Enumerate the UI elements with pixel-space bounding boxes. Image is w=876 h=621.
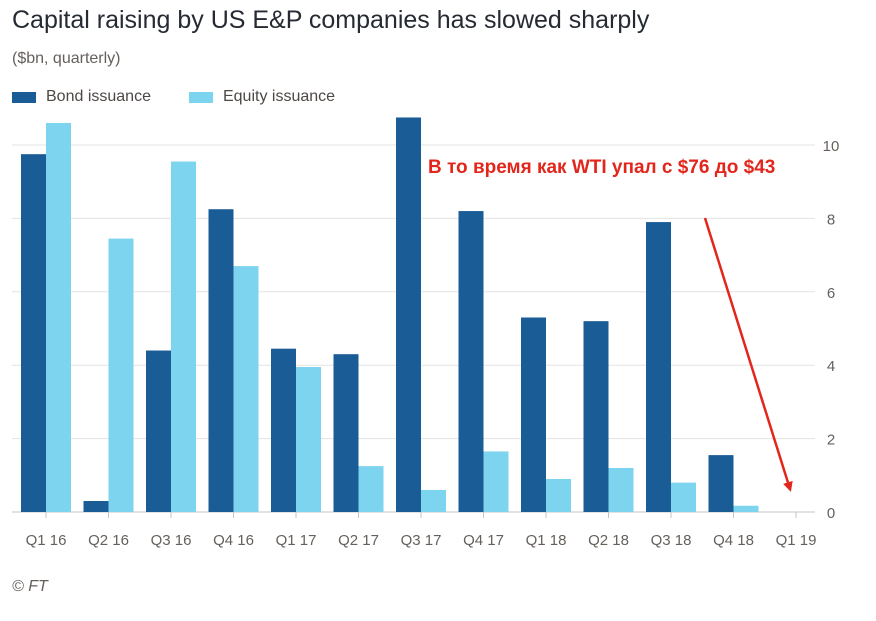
chart-subtitle: ($bn, quarterly) [12, 50, 121, 67]
bond-bar [83, 500, 109, 512]
equity-bar [608, 467, 634, 512]
y-tick-label: 0 [827, 505, 835, 522]
equity-bar [421, 489, 446, 512]
x-tick-label: Q1 17 [276, 532, 317, 549]
equity-bar [483, 451, 509, 512]
bond-bar [146, 350, 171, 512]
chart-title: Capital raising by US E&P companies has … [12, 6, 650, 34]
x-tick-label: Q4 17 [463, 532, 504, 549]
bond-bar [708, 455, 734, 512]
source-credit: © FT [12, 578, 48, 595]
equity-bar [671, 482, 696, 512]
y-tick-label: 2 [827, 432, 835, 449]
bond-bar [458, 211, 484, 512]
x-tick-label: Q1 18 [526, 532, 567, 549]
equity-bar [108, 238, 134, 512]
bond-bar [208, 209, 234, 512]
x-tick-label: Q1 16 [26, 532, 67, 549]
legend-item-equity: Equity issuance [188, 88, 336, 106]
y-tick-label: 4 [827, 358, 835, 375]
x-tick-label: Q3 18 [651, 532, 692, 549]
bond-bar [21, 154, 46, 513]
bond-bar [271, 348, 296, 512]
equity-bar [46, 122, 71, 512]
equity-bar [358, 466, 384, 512]
equity-bar [171, 161, 196, 512]
equity-bar [296, 367, 321, 512]
equity-bar [233, 266, 259, 512]
y-tick-label: 10 [823, 138, 840, 155]
x-tick-label: Q2 16 [88, 532, 129, 549]
x-tick-label: Q4 16 [213, 532, 254, 549]
equity-bar [546, 478, 571, 512]
annotation-text: В то время как WTI упал с $76 до $43 [428, 157, 775, 178]
bond-bar [333, 354, 359, 512]
legend-swatch-equity [188, 91, 213, 103]
x-tick-label: Q2 17 [338, 532, 379, 549]
legend: Bond issuance Equity issuance [12, 88, 373, 106]
equity-bar [733, 505, 759, 512]
annotation-arrow [703, 217, 793, 492]
y-tick-label: 6 [827, 285, 835, 302]
bond-bar [583, 321, 609, 512]
x-tick-label: Q3 17 [401, 532, 442, 549]
legend-swatch-bond [12, 91, 36, 103]
bond-bar [521, 317, 546, 512]
x-tick-label: Q2 18 [588, 532, 629, 549]
legend-label-equity: Equity issuance [222, 88, 336, 105]
y-tick-label: 8 [827, 211, 835, 228]
x-tick-label: Q1 19 [776, 532, 817, 549]
legend-item-bond: Bond issuance [12, 88, 151, 106]
x-tick-label: Q4 18 [713, 532, 754, 549]
bond-bar [646, 222, 671, 512]
x-tick-label: Q3 16 [151, 532, 192, 549]
bond-bar [396, 117, 421, 512]
legend-label-bond: Bond issuance [46, 88, 151, 105]
